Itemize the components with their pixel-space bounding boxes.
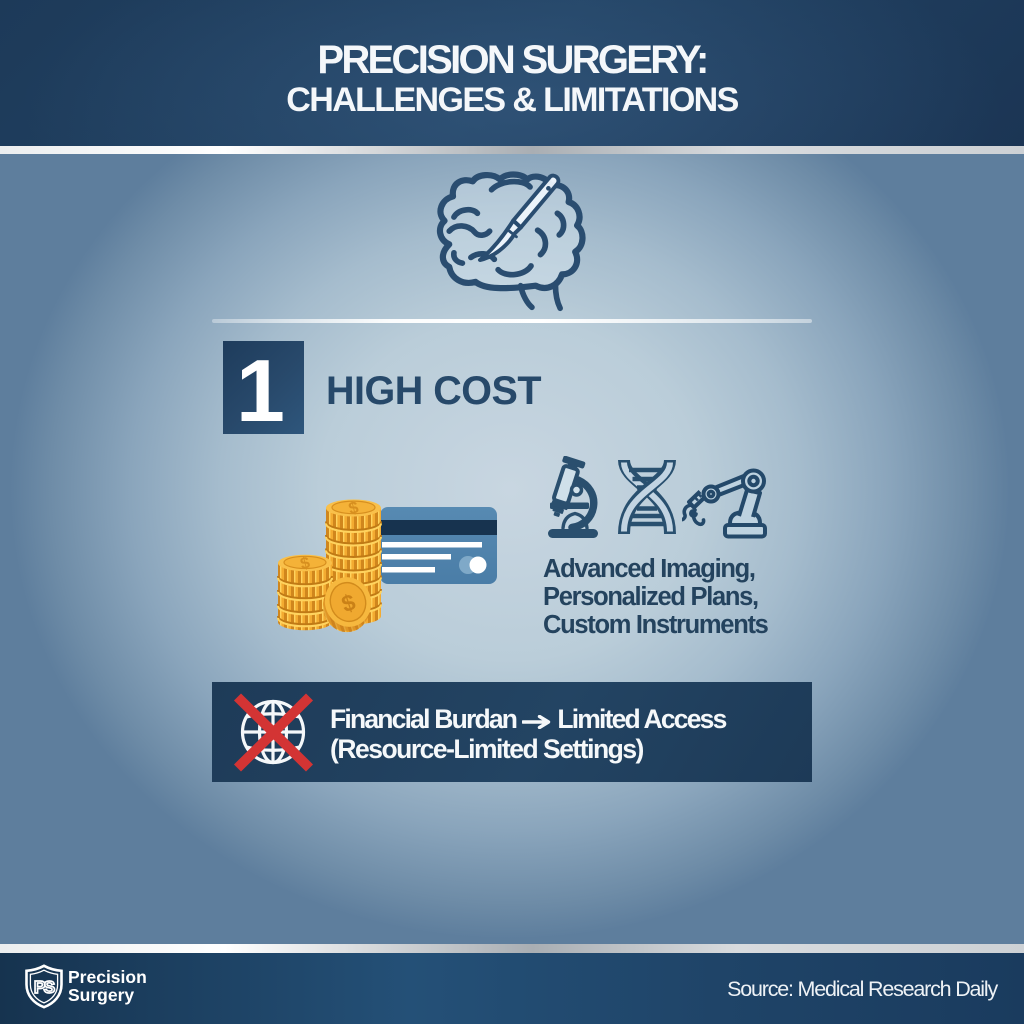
svg-text:PS: PS bbox=[34, 977, 55, 997]
svg-text:$: $ bbox=[298, 554, 311, 574]
